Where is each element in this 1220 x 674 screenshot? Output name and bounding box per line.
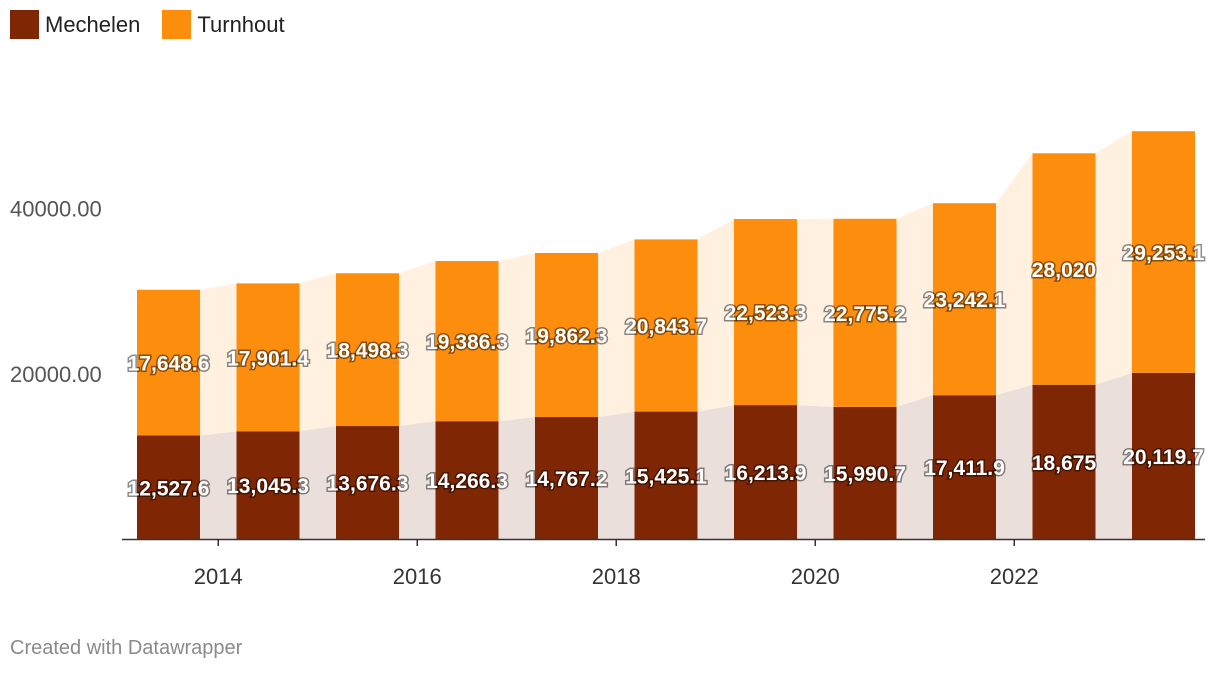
data-label-turnhout: 22,775.2 — [824, 303, 906, 326]
data-label-mechelen: 14,767.2 — [526, 468, 608, 491]
connector-band-mechelen — [797, 405, 834, 539]
connector-band-mechelen — [200, 431, 237, 539]
data-label-turnhout: 23,242.1 — [924, 289, 1006, 312]
data-label-mechelen: 20,119.7 — [1123, 446, 1204, 469]
legend-swatch-mechelen — [10, 10, 39, 39]
connector-band-mechelen — [399, 421, 436, 539]
bar-mechelen — [336, 426, 399, 539]
connector-band-turnhout — [399, 261, 436, 427]
bar-mechelen — [933, 395, 996, 539]
x-tick-label: 2018 — [592, 564, 641, 589]
data-label-mechelen: 12,527.6 — [128, 477, 210, 500]
data-label-turnhout: 22,523.3 — [725, 302, 807, 325]
connector-band-turnhout — [598, 239, 635, 418]
connector-band-turnhout — [299, 273, 336, 432]
legend-label-mechelen: Mechelen — [45, 11, 141, 37]
bar-turnhout — [137, 289, 200, 436]
x-tick-label: 2020 — [791, 564, 840, 589]
data-label-mechelen: 14,266.3 — [426, 470, 508, 493]
bar-turnhout — [933, 203, 996, 396]
bar-turnhout — [634, 239, 698, 412]
connector-band-mechelen — [697, 405, 734, 539]
bar-turnhout — [1032, 153, 1096, 385]
footer-credit: Created with Datawrapper — [10, 637, 243, 659]
data-label-turnhout: 20,843.7 — [625, 316, 707, 339]
data-label-mechelen: 15,990.7 — [824, 463, 906, 486]
data-label-turnhout: 19,386.3 — [426, 331, 508, 354]
data-label-mechelen: 13,045.3 — [227, 475, 309, 498]
bar-turnhout — [435, 261, 499, 422]
connector-band-turnhout — [498, 252, 535, 422]
connector-band-turnhout — [697, 219, 734, 412]
bar-turnhout — [336, 273, 399, 427]
bar-mechelen — [236, 431, 300, 539]
data-label-mechelen: 16,213.9 — [725, 462, 807, 485]
connector-band-mechelen — [299, 426, 336, 539]
bar-mechelen — [535, 417, 598, 539]
bar-mechelen — [634, 411, 698, 539]
connector-band-turnhout — [1095, 131, 1132, 385]
connector-band-turnhout — [200, 283, 237, 436]
bar-mechelen — [1032, 384, 1096, 539]
data-label-mechelen: 15,425.1 — [625, 465, 707, 488]
legend-label-turnhout: Turnhout — [197, 11, 285, 37]
x-tick-label: 2022 — [990, 564, 1039, 589]
connector-band-turnhout — [896, 203, 933, 407]
y-tick-label: 40000.00 — [10, 197, 102, 222]
data-label-turnhout: 19,862.3 — [526, 325, 608, 348]
connector-band-turnhout — [797, 218, 834, 407]
connector-band-mechelen — [598, 411, 635, 539]
bar-mechelen — [1132, 372, 1195, 539]
bar-mechelen — [435, 421, 499, 539]
data-label-turnhout: 17,648.6 — [128, 353, 210, 376]
data-label-turnhout: 17,901.4 — [227, 347, 309, 370]
legend-item-mechelen: Mechelen — [10, 10, 140, 39]
stacked-bar-chart: 12,527.6 17,648.6 13,045.3 17,901.4 13,676.3… — [10, 131, 1206, 589]
bar-mechelen — [137, 435, 200, 539]
legend-item-turnhout: Turnhout — [162, 10, 285, 39]
bar-turnhout — [535, 252, 598, 418]
data-label-turnhout: 18,498.3 — [327, 340, 409, 363]
data-label-turnhout: 28,020 — [1032, 259, 1096, 282]
connector-band-turnhout — [996, 153, 1033, 396]
connector-band-mechelen — [498, 417, 535, 539]
bar-turnhout — [833, 218, 897, 407]
bar-turnhout — [236, 283, 300, 432]
bar-mechelen — [734, 405, 797, 539]
bar-turnhout — [734, 219, 797, 406]
x-tick-label: 2014 — [194, 564, 243, 589]
connector-band-mechelen — [896, 395, 933, 539]
data-label-mechelen: 17,411.9 — [924, 457, 1005, 480]
data-label-mechelen: 18,675 — [1032, 452, 1097, 475]
bar-turnhout — [1132, 131, 1195, 373]
bar-mechelen — [833, 406, 897, 539]
data-label-mechelen: 13,676.3 — [327, 473, 409, 496]
legend: Mechelen Turnhout — [10, 10, 285, 39]
y-tick-label: 20000.00 — [10, 362, 102, 387]
connector-band-mechelen — [1095, 372, 1132, 539]
connector-band-mechelen — [996, 384, 1033, 539]
data-label-turnhout: 29,253.1 — [1123, 242, 1205, 265]
legend-swatch-turnhout — [162, 10, 192, 39]
x-tick-label: 2016 — [393, 564, 442, 589]
